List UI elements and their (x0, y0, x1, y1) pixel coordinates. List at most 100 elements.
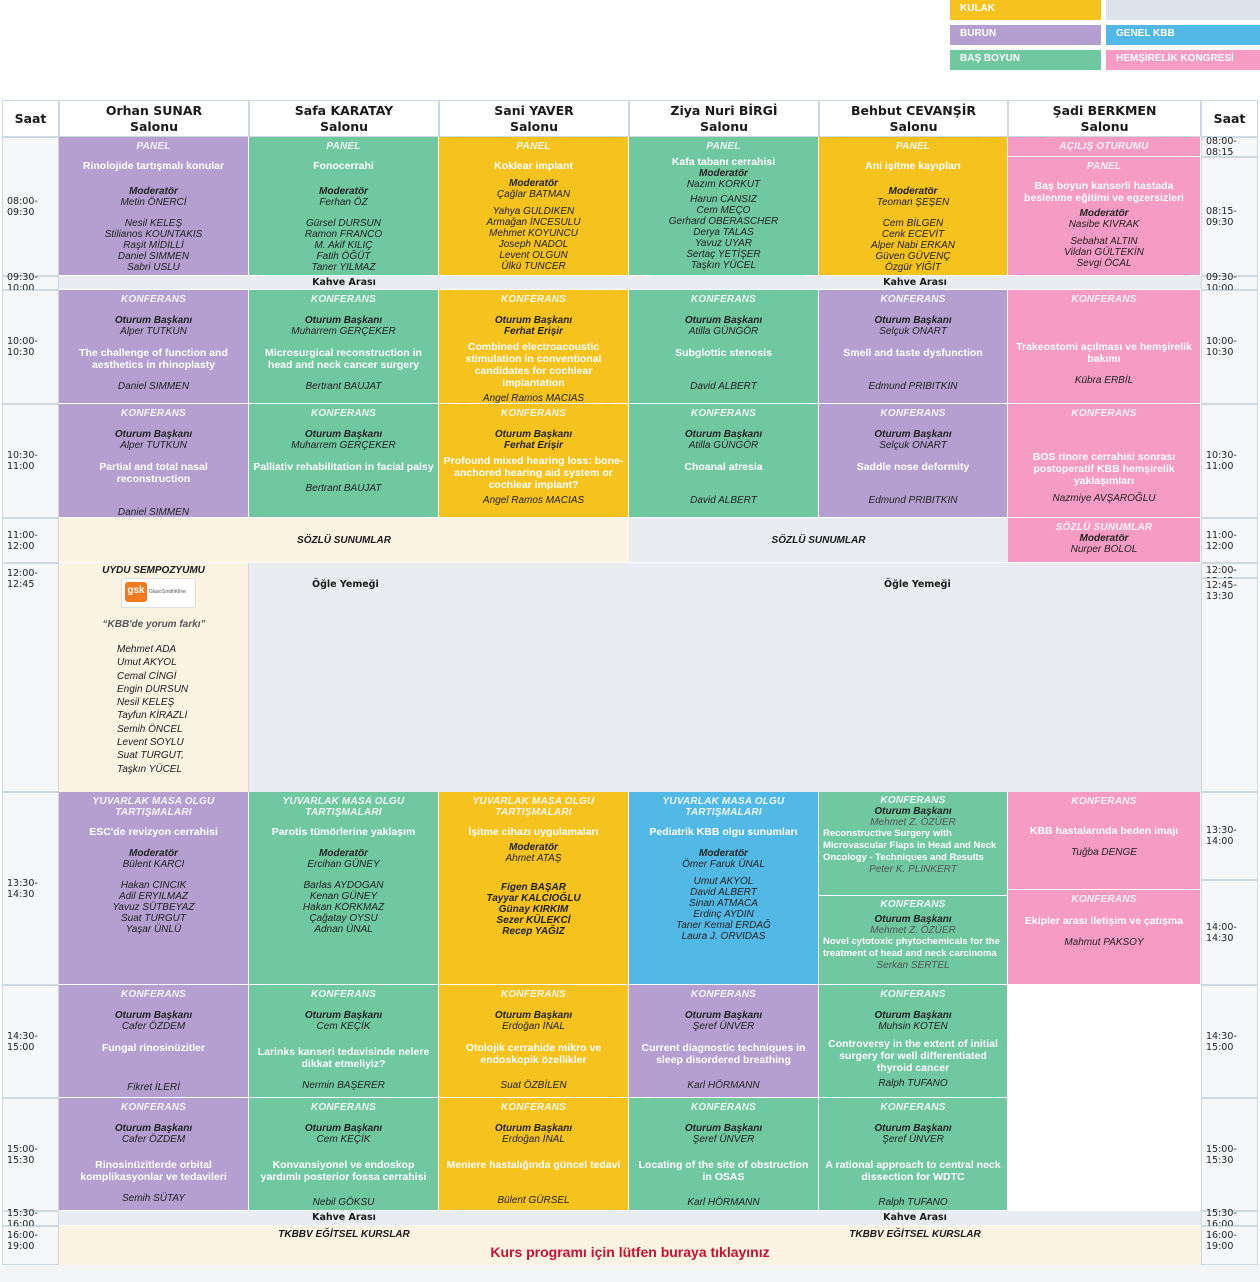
chair-label: Oturum Başkanı (874, 806, 952, 817)
session-roundtable[interactable]: YUVARLAK MASA OLGU TARTIŞMALARI ESC'de r… (59, 792, 249, 985)
session-roundtable[interactable]: YUVARLAK MASA OLGU TARTIŞMALARI Pediatri… (629, 792, 819, 985)
session-panel[interactable]: PANEL Baş boyun kanserli hastada beslenm… (1008, 157, 1201, 276)
courses-label: TKBBV EĞİTSEL KURSLAR (849, 1229, 981, 1240)
session-conference[interactable]: KONFERANS Oturum Başkanı Cem KEÇİK Konva… (249, 1098, 439, 1211)
session-conference[interactable]: KONFERANS Trakeostomi açılması ve hemşir… (1008, 290, 1201, 404)
course-program-link[interactable]: Kurs programı için lütfen buraya tıklayı… (490, 1244, 770, 1260)
session-conference[interactable]: KONFERANS Oturum Başkanı Şeref ÜNVER A r… (819, 1098, 1008, 1211)
speaker-name: Edmund PRIBITKIN (868, 381, 958, 392)
header-hall-5: Behbut CEVANŞİR Salonu (819, 100, 1008, 137)
session-title: Larinks kanseri tedavisinde nelere dikka… (257, 1046, 430, 1070)
session-tag: KONFERANS (500, 1102, 567, 1113)
chair-label: Oturum Başkanı (114, 1123, 193, 1134)
session-conference[interactable]: KONFERANS Oturum Başkanı Şeref ÜNVER Cur… (629, 985, 819, 1098)
speaker-name: Daniel SIMMEN (117, 381, 190, 392)
session-conference[interactable]: KONFERANS Oturum Başkanı Ferhat Erişir C… (439, 290, 629, 404)
session-conference[interactable]: KONFERANS Oturum Başkanı Selçuk ONART Sa… (819, 404, 1008, 518)
chair-label: Oturum Başkanı (494, 429, 573, 440)
session-panel[interactable]: PANEL Ani işitme kayıpları Moderatör Teo… (819, 137, 1008, 276)
panelist: Armağan İNCESULU (486, 217, 581, 228)
time-left: 10:30-11:00 (2, 404, 59, 518)
session-conference[interactable]: KONFERANS Oturum Başkanı Cem KEÇİK Larin… (249, 985, 439, 1098)
session-conference[interactable]: KONFERANS Oturum Başkanı Cafer ÖZDEM Fun… (59, 985, 249, 1098)
session-panel[interactable]: PANEL Koklear implant Moderatör Çağlar B… (439, 137, 629, 276)
lunch-label: Öğle Yemeği (884, 579, 951, 590)
panelist: Yavuz SÜTBEYAZ (112, 902, 195, 913)
time-left: 11:00-12:00 (2, 518, 59, 563)
time-right: 09:30-10:00 (1201, 272, 1258, 294)
coffee-break: Kahve Arası (59, 276, 629, 290)
session-conference[interactable]: KONFERANS Oturum Başkanı Atilla GÜNGÖR C… (629, 404, 819, 518)
chair-name: Muharrem GERÇEKER (291, 440, 396, 451)
session-roundtable[interactable]: YUVARLAK MASA OLGU TARTIŞMALARI İşitme c… (439, 792, 629, 985)
session-conference[interactable]: KONFERANS Oturum Başkanı Muharrem GERÇEK… (249, 404, 439, 518)
coffee-break: Kahve Arası (629, 276, 1201, 290)
session-conference[interactable]: KONFERANS KBB hastalarında beden imajı T… (1008, 792, 1201, 890)
session-conference[interactable]: KONFERANS Oturum Başkanı Erdoğan İNAL Ot… (439, 985, 629, 1098)
session-title: İşitme cihazı uygulamaları (468, 826, 599, 838)
speaker-name: Karl HÖRMANN (687, 1197, 760, 1208)
legend-kulak: KULAK (950, 0, 1101, 20)
time-left: 09:30-10:00 (2, 272, 59, 294)
session-title: Smell and taste dysfunction (843, 347, 983, 359)
session-title: Novel cytotoxic phytochemicals for the t… (823, 936, 1000, 959)
session-panel[interactable]: PANEL Kafa tabanı cerrahisi Moderatör Na… (629, 137, 819, 276)
satellite-symposium[interactable]: UYDU SEMPOZYUMU gsk GlaxoSmithKline “KBB… (59, 563, 249, 792)
moderator-name: Ercihan GÜNEY (307, 859, 380, 870)
courses-label: TKBBV EĞİTSEL KURSLAR (278, 1229, 410, 1240)
chair-name: Erdoğan İNAL (502, 1021, 565, 1032)
speaker-name: Bülent GÜRSEL (497, 1195, 570, 1206)
session-oral[interactable]: SÖZLÜ SUNUMLAR Moderatör Nurper BOLOL (1008, 518, 1201, 563)
oral-presentations[interactable]: SÖZLÜ SUNUMLAR (59, 518, 629, 563)
speaker-name: Kübra ERBİL (1074, 375, 1134, 386)
session-conference[interactable]: KONFERANS Oturum Başkanı Mehmet Z. ÖZÜER… (819, 792, 1008, 896)
moderator-name: Ahmet ATAŞ (505, 853, 562, 864)
panelist: Mehmet KOYUNCU (489, 228, 578, 239)
satellite-quote: “KBB'de yorum farkı” (102, 619, 206, 630)
session-panel[interactable]: PANEL Rinolojide tartışmalı konular Mode… (59, 137, 249, 276)
session-conference[interactable]: KONFERANS Oturum Başkanı Selçuk ONART Sm… (819, 290, 1008, 404)
chair-label: Oturum Başkanı (684, 1010, 763, 1021)
session-conference[interactable]: KONFERANS Oturum Başkanı Mehmet Z. ÖZÜER… (819, 896, 1008, 985)
session-conference[interactable]: KONFERANS Ekipler arası iletişim ve çatı… (1008, 890, 1201, 985)
session-tag: KONFERANS (120, 408, 187, 419)
time-left: 12:00-12:45 (2, 563, 59, 792)
moderator-label: Moderatör (319, 186, 368, 197)
session-conference[interactable]: KONFERANS Oturum Başkanı Alper TUTKUN Th… (59, 290, 249, 404)
moderator-label: Moderatör (699, 848, 748, 859)
session-tag: PANEL (516, 141, 551, 152)
session-conference[interactable]: KONFERANS Oturum Başkanı Şeref ÜNVER Loc… (629, 1098, 819, 1211)
speaker-name: Nermin BAŞERER (302, 1080, 385, 1091)
session-conference[interactable]: KONFERANS Oturum Başkanı Erdoğan İNAL Me… (439, 1098, 629, 1211)
session-title: Profound mixed hearing loss: bone-anchor… (443, 455, 624, 491)
moderator-name: Teoman ŞEŞEN (876, 197, 950, 208)
time-right: 10:00-10:30 (1201, 290, 1258, 404)
session-tag: KONFERANS (880, 795, 946, 806)
session-conference[interactable]: KONFERANS Oturum Başkanı Cafer ÖZDEM Rin… (59, 1098, 249, 1211)
panelist: Gerhard OBERASCHER (668, 216, 779, 227)
session-conference[interactable]: KONFERANS Oturum Başkanı Alper TUTKUN Pa… (59, 404, 249, 518)
chair-label: Oturum Başkanı (304, 1123, 383, 1134)
session-tag: PANEL (326, 141, 361, 152)
panelist: Figen BAŞAR (501, 882, 566, 893)
session-conference[interactable]: KONFERANS Oturum Başkanı Muhsin KOTEN Co… (819, 985, 1008, 1098)
session-conference[interactable]: KONFERANS Oturum Başkanı Ferhat Erişir P… (439, 404, 629, 518)
session-title: Subglottic stenosis (675, 347, 772, 359)
time-left: 15:30-16:00 (2, 1208, 59, 1230)
session-roundtable[interactable]: YUVARLAK MASA OLGU TARTIŞMALARI Parotis … (249, 792, 439, 985)
session-conference[interactable]: KONFERANS BOS rinore cerrahisi sonrası p… (1008, 404, 1201, 518)
session-tag: YUVARLAK MASA OLGU TARTIŞMALARI (662, 796, 785, 818)
session-opening[interactable]: AÇILIŞ OTURUMU (1008, 137, 1201, 157)
oral-presentations[interactable]: SÖZLÜ SUNUMLAR (629, 518, 1008, 563)
panelist: Cem MEÇO (696, 205, 751, 216)
session-title: Pediatrik KBB olgu sunumları (649, 826, 798, 838)
panelist: Ramon FRANCO (304, 229, 383, 240)
session-tag: PANEL (706, 141, 741, 152)
moderator-name: Nasibe KIVRAK (1068, 219, 1140, 230)
session-tag: KONFERANS (880, 989, 946, 1000)
session-conference[interactable]: KONFERANS Oturum Başkanı Muharrem GERÇEK… (249, 290, 439, 404)
session-conference[interactable]: KONFERANS Oturum Başkanı Atilla GÜNGÖR S… (629, 290, 819, 404)
panelist: Yavuz UYAR (694, 238, 753, 249)
session-panel[interactable]: PANEL Fonocerrahi Moderatör Ferhan ÖZ Gü… (249, 137, 439, 276)
session-tag: KONFERANS (690, 989, 757, 1000)
